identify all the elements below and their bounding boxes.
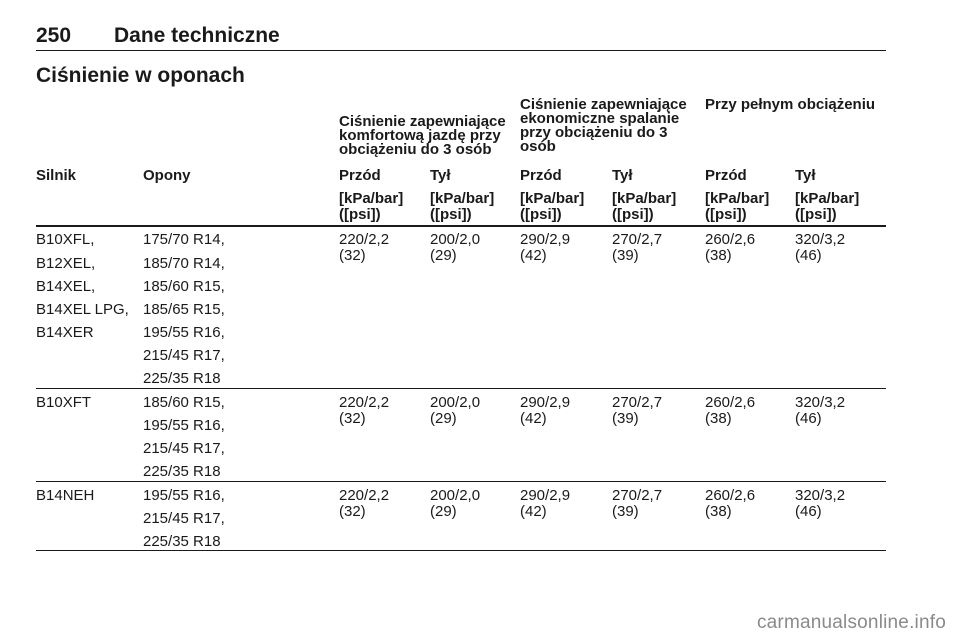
engine-cell: B14NEH: [36, 487, 95, 504]
table-bottom-rule: [36, 550, 886, 551]
unit-label: [kPa/bar] ([psi]): [795, 190, 860, 223]
unit-label: [kPa/bar] ([psi]): [520, 190, 585, 223]
engine-cell: B14XEL,: [36, 278, 96, 295]
pressure-value: 200/2,0 (29): [430, 231, 481, 264]
column-header-rear-2: Tył: [612, 167, 633, 184]
tyre-size: 185/60 R15,: [143, 394, 225, 411]
pressure-value: 260/2,6 (38): [705, 487, 756, 520]
column-header-rear-3: Tył: [795, 167, 816, 184]
group-header-full-load: Przy pełnym obciążeniu: [705, 96, 876, 113]
pressure-value: 270/2,7 (39): [612, 231, 663, 264]
pressure-value: 220/2,2 (32): [339, 231, 390, 264]
section-title: Ciśnienie w oponach: [36, 64, 245, 87]
pressure-value: 290/2,9 (42): [520, 231, 571, 264]
watermark: carmanualsonline.info: [756, 612, 946, 633]
unit-label: [kPa/bar] ([psi]): [430, 190, 495, 223]
pressure-value: 260/2,6 (38): [705, 231, 756, 264]
pressure-value: 200/2,0 (29): [430, 394, 481, 427]
pressure-value: 260/2,6 (38): [705, 394, 756, 427]
pressure-value: 290/2,9 (42): [520, 487, 571, 520]
tyre-size: 225/35 R18: [143, 463, 221, 480]
row-divider: [36, 388, 886, 389]
pressure-value: 200/2,0 (29): [430, 487, 481, 520]
tyre-size: 195/55 R16,: [143, 487, 225, 504]
chapter-title: Dane techniczne: [114, 24, 280, 47]
header-rule: [36, 225, 886, 227]
column-header-front-3: Przód: [705, 167, 747, 184]
page-header: 250 Dane techniczne: [36, 22, 886, 51]
pressure-value: 290/2,9 (42): [520, 394, 571, 427]
column-header-rear-1: Tył: [430, 167, 451, 184]
tyre-size: 185/60 R15,: [143, 278, 225, 295]
tyre-size: 215/45 R17,: [143, 347, 225, 364]
pressure-value: 220/2,2 (32): [339, 487, 390, 520]
pressure-value: 270/2,7 (39): [612, 487, 663, 520]
row-divider: [36, 481, 886, 482]
column-header-front-2: Przód: [520, 167, 562, 184]
engine-cell: B14XEL LPG,: [36, 301, 129, 318]
pressure-value: 270/2,7 (39): [612, 394, 663, 427]
tyre-size: 185/65 R15,: [143, 301, 225, 318]
tyre-size: 195/55 R16,: [143, 324, 225, 341]
unit-label: [kPa/bar] ([psi]): [612, 190, 677, 223]
unit-label: [kPa/bar] ([psi]): [339, 190, 404, 223]
column-header-front-1: Przód: [339, 167, 381, 184]
pressure-value: 320/3,2 (46): [795, 487, 846, 520]
group-header-eco: Ciśnienie zapewniające ekonomiczne spala…: [520, 96, 687, 155]
pressure-value: 320/3,2 (46): [795, 231, 846, 264]
column-header-engine: Silnik: [36, 167, 77, 184]
tyre-size: 185/70 R14,: [143, 255, 225, 272]
engine-cell: B12XEL,: [36, 255, 96, 272]
engine-cell: B14XER: [36, 324, 94, 341]
tyre-size: 175/70 R14,: [143, 231, 225, 248]
engine-cell: B10XFL,: [36, 231, 95, 248]
tyre-size: 215/45 R17,: [143, 440, 225, 457]
page-number: 250: [36, 24, 72, 47]
unit-label: [kPa/bar] ([psi]): [705, 190, 770, 223]
pressure-value: 220/2,2 (32): [339, 394, 390, 427]
tyre-size: 225/35 R18: [143, 533, 221, 550]
tyre-size: 195/55 R16,: [143, 417, 225, 434]
engine-cell: B10XFT: [36, 394, 92, 411]
group-header-comfort: Ciśnienie zapewniające komfortową jazdę …: [339, 113, 506, 158]
tyre-size: 215/45 R17,: [143, 510, 225, 527]
pressure-value: 320/3,2 (46): [795, 394, 846, 427]
column-header-tyres: Opony: [143, 167, 191, 184]
tyre-size: 225/35 R18: [143, 370, 221, 387]
